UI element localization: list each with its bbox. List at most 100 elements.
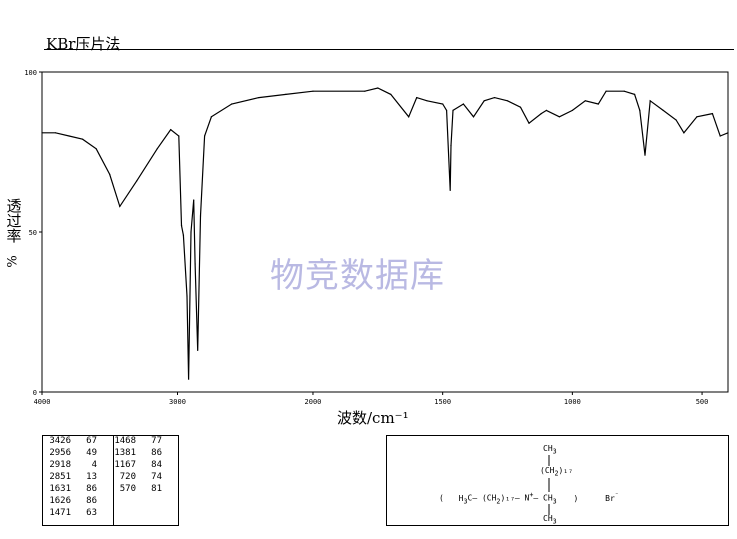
peak-row: 3426 67 1468 77 (42, 435, 165, 447)
x-tick-label: 2000 (305, 398, 322, 406)
spectrum-point (203, 135, 206, 137)
peak-cell: 570 (119, 484, 136, 494)
y-tick-label: 100 (24, 69, 37, 77)
spectrum-point (190, 231, 192, 233)
spectrum-point (452, 109, 454, 111)
x-tick-label: 4000 (34, 398, 51, 406)
h3c-c: C (467, 493, 473, 503)
spectrum-point (662, 109, 664, 111)
spectrum-point (639, 109, 641, 111)
peak-cell: 63 (86, 508, 97, 518)
peak-cell: 720 (119, 472, 136, 482)
top-ch3-sub: 3 (552, 447, 557, 456)
peak-row: 1626 86 (42, 495, 165, 507)
structure-chain-upper: (CH2)₁₇ (540, 466, 573, 478)
right-paren: ) (573, 493, 579, 503)
peak-cell (139, 507, 165, 519)
y-tick-label: 50 (29, 229, 37, 237)
plot-frame (41, 71, 729, 393)
structure-bottom-ch3: CH3 (543, 514, 557, 526)
counter-ion: Br (605, 493, 615, 503)
spectrum-point (462, 103, 465, 105)
spectrum-point (197, 349, 199, 351)
spectrum-point (416, 97, 418, 99)
spectrum-point (182, 234, 185, 236)
x-tick-label: 1000 (564, 398, 581, 406)
spectrum-point (119, 205, 121, 207)
spectrum-point (312, 90, 314, 92)
nitrogen-charge: + (529, 491, 534, 499)
right-ch3-sub: 3 (552, 497, 557, 506)
spectrum-point (450, 145, 452, 147)
peak-cell: 81 (151, 484, 162, 494)
spectrum-points (41, 87, 729, 380)
header-rule (44, 49, 734, 50)
spectrum-point (719, 135, 721, 137)
spectrum-point (258, 97, 260, 99)
chain-upper-text: (CH (540, 466, 555, 475)
structure-main-row: ( H3C— (CH2)₁₇— N+— CH3 ) Br⁻ (439, 491, 619, 506)
counter-charge: ⁻ (614, 491, 619, 499)
chain-upper-sub: 2 (554, 469, 559, 478)
spectrum-point (545, 109, 548, 111)
chain-left-sub: 2 (496, 497, 501, 506)
y-axis-unit: % (5, 255, 21, 268)
spectrum-point (285, 93, 287, 95)
method-label: KBr压片法 (46, 35, 121, 53)
spectrum-point (584, 100, 586, 102)
peak-row: 1471 63 (42, 507, 165, 519)
peak-cell: 1631 (49, 484, 71, 494)
spectrum-point (193, 199, 195, 201)
spectrum-point (408, 116, 410, 118)
structure-bonds (548, 455, 550, 515)
peak-cell: 86 (86, 496, 97, 506)
peak-table: 3426 67 1468 77 2956 49 1381 86 2918 4 1167 84 2851 1… (42, 435, 165, 519)
spectrum-point (506, 100, 509, 102)
h3c-sub: 3 (463, 497, 468, 506)
peak-cell: 67 (86, 436, 97, 446)
spectrum-point (187, 378, 190, 380)
x-tick-label: 3000 (169, 398, 186, 406)
spectrum-point (68, 135, 70, 137)
top-ch3-text: CH (543, 444, 553, 453)
spectrum-point (727, 132, 729, 134)
spectrum-point (649, 100, 651, 102)
spectrum-point (605, 90, 607, 92)
spectrum-point (54, 132, 57, 134)
spectrum-point (623, 90, 625, 92)
right-ch3-text: CH (543, 493, 553, 503)
peak-table-frame (42, 435, 179, 526)
peak-cell (100, 507, 139, 519)
h3c-text: H (458, 493, 464, 503)
chain-left-n: )₁₇ (500, 493, 515, 503)
watermark: 物竞数据库 (270, 256, 445, 296)
spectrum-point (178, 135, 180, 137)
spectrum-point (194, 263, 196, 265)
chain-upper-n: )₁₇ (558, 466, 573, 475)
peak-cell: 1381 (114, 448, 136, 458)
peak-row: 2918 4 1167 84 (42, 459, 165, 471)
spectrum-point (675, 119, 677, 121)
x-tick-label: 500 (696, 398, 709, 406)
spectrum-point (519, 106, 522, 108)
peak-cell: 2851 (49, 472, 71, 482)
spectrum-point (711, 113, 714, 115)
peak-cell: 86 (86, 484, 97, 494)
spectrum-point (199, 215, 202, 217)
peak-cell: 84 (151, 460, 162, 470)
spectrum-point (210, 116, 212, 118)
x-ticks: 4000 3000 2000 1500 1000 500 (34, 392, 709, 406)
bottom-ch3-sub: 3 (552, 517, 557, 526)
spectrum-point (156, 148, 158, 150)
peak-cell: 1471 (49, 508, 71, 518)
x-tick-label: 1500 (434, 398, 451, 406)
spectrum-point (528, 122, 530, 124)
spectrum-point (571, 109, 573, 111)
peak-table-divider (113, 435, 114, 526)
spectrum-point (449, 189, 451, 191)
structure-top-ch3: CH3 (543, 444, 557, 456)
spectrum-point (95, 148, 97, 150)
spectrum-point (109, 173, 111, 175)
y-axis-title: 透过率 (4, 198, 23, 243)
